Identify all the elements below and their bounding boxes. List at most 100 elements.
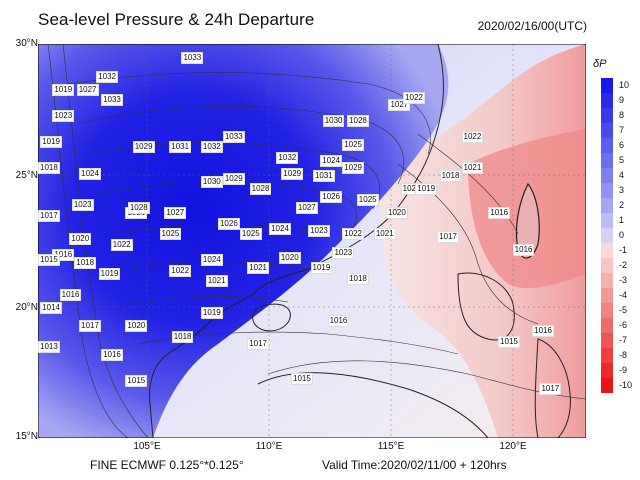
isobar-pressure-label: 1016 xyxy=(532,325,554,338)
isobar-pressure-label: 1024 xyxy=(200,254,223,267)
colorbar-segment xyxy=(601,303,613,318)
colorbar-segment xyxy=(601,318,613,333)
isobar-pressure-label: 1025 xyxy=(159,228,182,241)
sea-contour xyxy=(457,272,515,341)
isobar-pressure-label: 1029 xyxy=(342,162,364,175)
colorbar-segment xyxy=(601,333,613,348)
colorbar-segment xyxy=(601,228,613,243)
isobar-pressure-label: 1026 xyxy=(320,191,343,204)
forecast-datetime: 2020/02/16/00(UTC) xyxy=(477,19,587,33)
isobar-pressure-label: 1025 xyxy=(342,138,364,151)
colorbar-tick-label: -9 xyxy=(619,365,628,375)
colorbar-segment xyxy=(601,78,613,93)
map-canvas[interactable]: 1033 1032 1027 1033 1019 1023 1019 1018 1024 1029… xyxy=(38,44,586,438)
hainan-island xyxy=(252,303,291,332)
isobar-pressure-label: 1013 xyxy=(38,341,60,354)
isobar-pressure-label: 1025 xyxy=(356,193,379,206)
isobar-pressure-label: 1022 xyxy=(403,91,425,104)
isobar-pressure-label: 1021 xyxy=(205,275,228,288)
colorbar-tick-label: 7 xyxy=(619,125,625,135)
isobar-pressure-label: 1029 xyxy=(281,167,304,180)
isobar-pressure-label: 1024 xyxy=(320,154,343,167)
isobar-pressure-label: 1022 xyxy=(110,238,133,251)
isobar-pressure-label: 1018 xyxy=(171,330,194,343)
isobar-pressure-label: 1017 xyxy=(38,209,60,222)
colorbar-segment xyxy=(601,213,613,228)
colorbar-tick-label: -8 xyxy=(619,350,628,360)
lat-label-25n: 25°N xyxy=(15,170,38,181)
isobar-pressure-label: 1030 xyxy=(200,175,223,188)
isobar-pressure-label: 1024 xyxy=(79,167,101,180)
colorbar-tick-label: 3 xyxy=(619,185,625,195)
lon-label-105e: 105°E xyxy=(133,441,161,452)
colorbar-segment xyxy=(601,258,613,273)
isobar-pressure-label: 1027 xyxy=(295,201,318,214)
colorbar-tick-label: -7 xyxy=(619,335,628,345)
isobar-pressure-label: 1019 xyxy=(40,136,62,149)
isobar-pressure-label: 1030 xyxy=(322,115,345,128)
isobar-pressure-label: 1031 xyxy=(312,170,335,183)
colorbar-tick-label: -6 xyxy=(619,320,628,330)
isobar-pressure-label: 1027 xyxy=(164,207,187,220)
isobar-pressure-label: 1027 xyxy=(76,83,99,96)
isobar-pressure-label: 1023 xyxy=(332,246,355,259)
colorbar-tick-label: 4 xyxy=(619,170,625,180)
colorbar-segment xyxy=(601,348,613,363)
isobar-pressure-label: 1032 xyxy=(200,141,223,154)
isobar-pressure-label: 1018 xyxy=(74,257,97,269)
colorbar-tick-label: -3 xyxy=(619,275,628,285)
coastline-mainland xyxy=(38,44,444,438)
isobar-pressure-label: 1015 xyxy=(38,254,60,267)
isobar-pressure-label: 1020 xyxy=(278,251,301,264)
isobar-pressure-label: 1018 xyxy=(347,272,369,285)
isobar-pressure-label: 1032 xyxy=(276,151,299,164)
isobar-pressure-label: 1023 xyxy=(52,109,75,122)
isobar-pressure-label: 1021 xyxy=(247,262,269,275)
isobar-pressure-label: 1017 xyxy=(247,338,269,351)
lat-label-15n: 15°N xyxy=(15,431,38,442)
colorbar-segment xyxy=(601,93,613,108)
colorbar-segment xyxy=(601,168,613,183)
isobar-pressure-label: 1023 xyxy=(308,225,330,238)
isobar-pressure-label: 1028 xyxy=(347,115,369,128)
isobar-pressure-label: 1016 xyxy=(327,314,350,327)
colorbar-tick-label: -1 xyxy=(619,245,628,255)
isobar-pressure-label: 1016 xyxy=(101,348,123,361)
model-info: FINE ECMWF 0.125°*0.125° xyxy=(90,458,244,472)
colorbar-tick-label: -10 xyxy=(619,380,633,390)
colorbar-tick-label: -5 xyxy=(619,305,628,315)
map-title: Sea-level Pressure & 24h Departure xyxy=(38,10,315,29)
isobar-pressure-label: 1026 xyxy=(217,217,240,230)
lat-label-20n: 20°N xyxy=(15,302,38,313)
isobar-pressure-label: 1031 xyxy=(169,141,192,154)
colorbar-segment xyxy=(601,198,613,213)
isobar-pressure-label: 1021 xyxy=(373,228,396,241)
isobar-pressure-label: 1024 xyxy=(269,222,291,235)
colorbar-segment xyxy=(601,363,613,378)
colorbar-segment xyxy=(601,288,613,303)
isobar-pressure-label: 1025 xyxy=(239,228,262,241)
isobar-pressure-label: 1021 xyxy=(461,162,484,175)
isobar-pressure-label: 1018 xyxy=(439,170,462,183)
isobar-pressure-label: 1033 xyxy=(222,130,245,143)
lon-label-110e: 110°E xyxy=(255,441,283,452)
colorbar-tick-label: 1 xyxy=(619,215,625,225)
isobar-pressure-label: 1022 xyxy=(461,130,484,143)
colorbar-segment xyxy=(601,378,613,393)
colorbar-tick-label: 6 xyxy=(619,140,625,150)
isobar-pressure-label: 1019 xyxy=(52,83,75,96)
isobar-pressure-label: 1020 xyxy=(386,207,408,220)
isobar-pressure-label: 1028 xyxy=(127,201,150,214)
isobar-pressure-label: 1016 xyxy=(488,207,511,220)
colorbar-tick-label: 10 xyxy=(619,80,630,90)
isobar-pressure-label: 1019 xyxy=(200,306,223,319)
isobar-pressure-label: 1022 xyxy=(342,228,364,241)
isobar-pressure-label: 1014 xyxy=(40,301,62,314)
isobar-pressure-label: 1015 xyxy=(498,335,520,348)
isobar-pressure-label: 1017 xyxy=(79,320,101,333)
colorbar-tick-label: 2 xyxy=(619,200,625,210)
isobar-pressure-label: 1019 xyxy=(310,262,333,275)
lon-label-115e: 115°E xyxy=(377,441,405,452)
isobar-pressure-label: 1022 xyxy=(169,264,192,277)
lat-label-30n: 30°N xyxy=(15,38,38,49)
